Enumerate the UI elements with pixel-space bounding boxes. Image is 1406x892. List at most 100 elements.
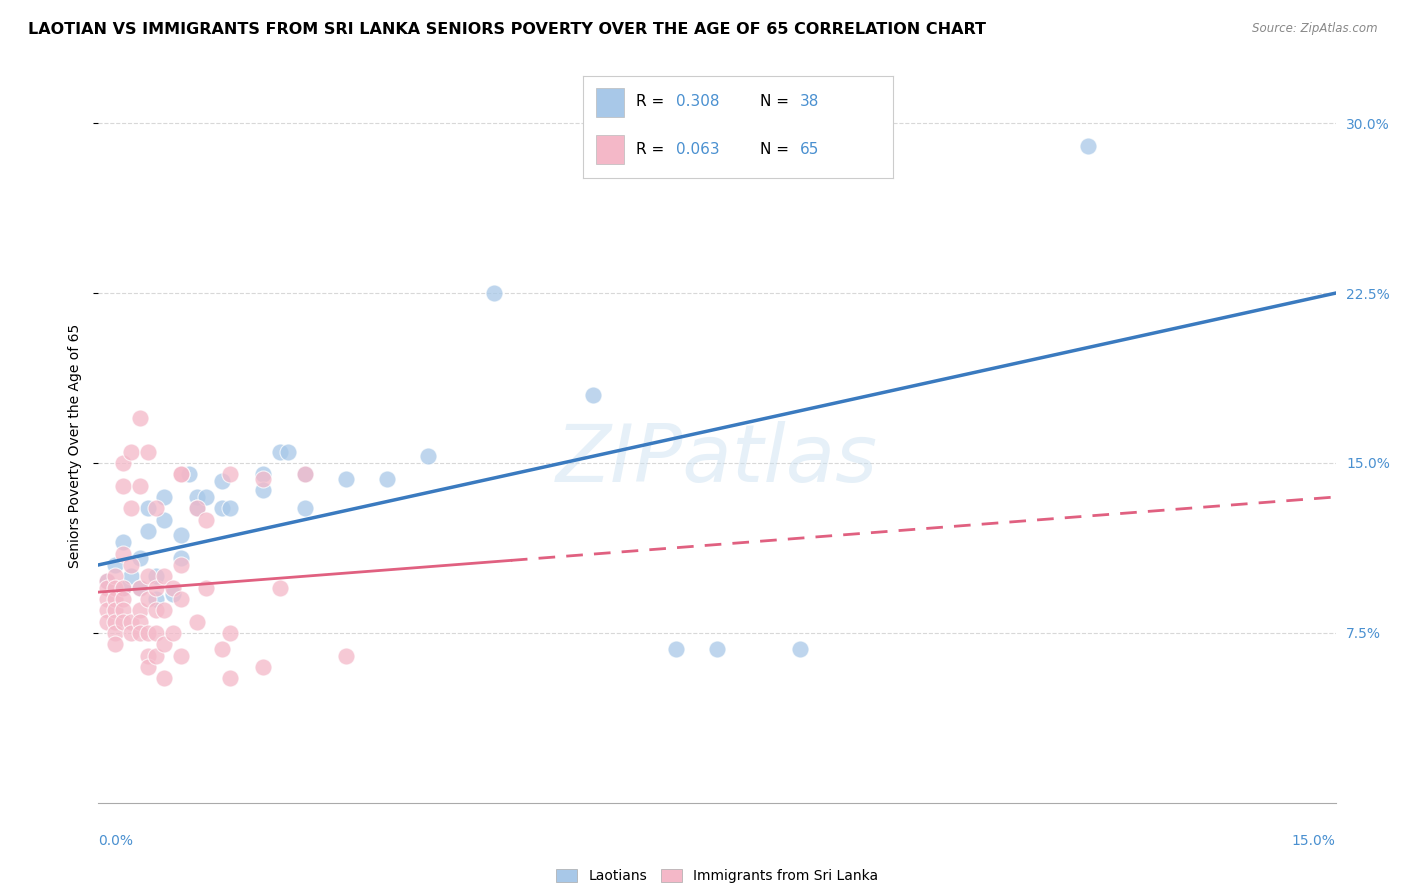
Point [128, 615, 150, 629]
Text: R =: R = [636, 95, 669, 110]
Point [112, 456, 135, 470]
Point [145, 581, 167, 595]
Text: 15.0%: 15.0% [1292, 834, 1336, 848]
Point [219, 467, 242, 482]
Point [170, 528, 193, 542]
Point [162, 587, 184, 601]
Text: 0.308: 0.308 [676, 95, 720, 110]
Point [112, 591, 135, 606]
Point [120, 444, 142, 458]
Bar [596, 136, 624, 164]
Point [145, 501, 167, 516]
Point [170, 551, 193, 566]
Point [145, 591, 167, 606]
Bar [596, 88, 624, 117]
Point [153, 569, 176, 583]
Y-axis label: Seniors Poverty Over the Age of 65: Seniors Poverty Over the Age of 65 [69, 324, 83, 568]
Point [219, 626, 242, 640]
Point [170, 591, 193, 606]
Point [128, 581, 150, 595]
Point [186, 501, 208, 516]
Point [252, 472, 274, 486]
Point [128, 551, 150, 566]
Point [1077, 138, 1099, 153]
Point [104, 615, 127, 629]
Point [335, 648, 357, 663]
Point [96, 615, 118, 629]
Point [128, 410, 150, 425]
Point [335, 472, 357, 486]
Point [145, 626, 167, 640]
Point [194, 490, 217, 504]
Point [128, 626, 150, 640]
Point [170, 648, 193, 663]
Point [112, 581, 135, 595]
Point [136, 501, 159, 516]
Point [375, 472, 398, 486]
Point [136, 660, 159, 674]
Point [194, 513, 217, 527]
Point [145, 569, 167, 583]
Point [112, 581, 135, 595]
Point [153, 637, 176, 651]
Point [128, 603, 150, 617]
Point [136, 648, 159, 663]
Text: LAOTIAN VS IMMIGRANTS FROM SRI LANKA SENIORS POVERTY OVER THE AGE OF 65 CORRELAT: LAOTIAN VS IMMIGRANTS FROM SRI LANKA SEN… [28, 22, 986, 37]
Point [145, 603, 167, 617]
Text: Source: ZipAtlas.com: Source: ZipAtlas.com [1253, 22, 1378, 36]
Point [484, 286, 506, 301]
Text: 0.063: 0.063 [676, 142, 720, 157]
Point [211, 501, 233, 516]
Point [153, 513, 176, 527]
Point [104, 581, 127, 595]
Point [112, 535, 135, 549]
Point [170, 467, 193, 482]
Point [294, 467, 316, 482]
Point [104, 637, 127, 651]
Point [104, 591, 127, 606]
Text: R =: R = [636, 142, 669, 157]
Text: 65: 65 [800, 142, 820, 157]
Text: N =: N = [759, 95, 793, 110]
Point [269, 581, 291, 595]
Text: N =: N = [759, 142, 793, 157]
Point [170, 558, 193, 572]
Point [252, 467, 274, 482]
Point [294, 501, 316, 516]
Point [219, 671, 242, 685]
Point [186, 615, 208, 629]
Point [120, 558, 142, 572]
Point [136, 444, 159, 458]
Point [104, 558, 127, 572]
Point [194, 581, 217, 595]
Point [269, 444, 291, 458]
Point [252, 660, 274, 674]
Point [153, 490, 176, 504]
Point [186, 501, 208, 516]
Text: 0.0%: 0.0% [98, 834, 134, 848]
Point [120, 615, 142, 629]
Point [145, 648, 167, 663]
Point [104, 603, 127, 617]
Point [706, 641, 728, 656]
Point [112, 603, 135, 617]
Point [96, 581, 118, 595]
Point [665, 641, 688, 656]
Point [162, 581, 184, 595]
Text: ZIPatlas: ZIPatlas [555, 421, 879, 500]
Point [418, 449, 440, 463]
Point [170, 467, 193, 482]
Point [96, 591, 118, 606]
Point [112, 547, 135, 561]
Point [186, 490, 208, 504]
Point [211, 474, 233, 488]
Point [112, 478, 135, 492]
Point [179, 467, 201, 482]
Legend: Laotians, Immigrants from Sri Lanka: Laotians, Immigrants from Sri Lanka [551, 863, 883, 888]
Point [120, 501, 142, 516]
Point [789, 641, 811, 656]
Point [219, 501, 242, 516]
Point [96, 603, 118, 617]
Point [294, 467, 316, 482]
Point [136, 591, 159, 606]
